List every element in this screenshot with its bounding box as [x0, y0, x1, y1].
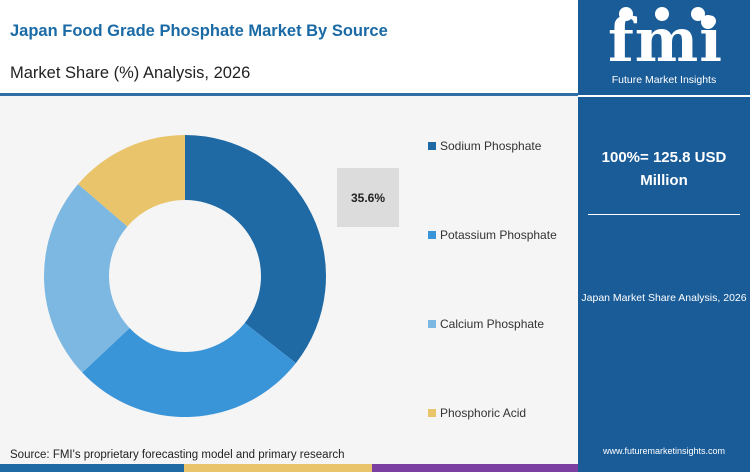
chart-header: Japan Food Grade Phosphate Market By Sou… — [0, 0, 578, 96]
slice-sodium-phosphate — [185, 135, 326, 364]
fmi-logo: fmi Future Market Insights — [578, 0, 750, 94]
slice-potassium-phosphate — [82, 322, 296, 417]
chart-panel: Japan Food Grade Phosphate Market By Sou… — [0, 0, 578, 472]
legend-item: Potassium Phosphate — [428, 228, 557, 242]
sidebar: fmi Future Market Insights 100%= 125.8 U… — [578, 0, 750, 472]
source-note: Source: FMI's proprietary forecasting mo… — [10, 449, 345, 461]
legend-swatch — [428, 142, 436, 150]
sidebar-note: Japan Market Share Analysis, 2026 — [581, 292, 747, 304]
logo-icons — [619, 7, 715, 29]
logo-dot-icon — [619, 7, 633, 21]
website-url: www.futuremarketinsights.com — [602, 446, 726, 456]
market-total: 100%= 125.8 USD Million — [601, 149, 727, 189]
donut-slices — [44, 135, 326, 417]
legend-item: Phosphoric Acid — [428, 406, 526, 420]
legend-swatch — [428, 231, 436, 239]
source-bar — [0, 440, 578, 464]
chart-title: Japan Food Grade Phosphate Market By Sou… — [10, 22, 388, 40]
footer-stripe-gold — [184, 464, 372, 472]
logo-dot-icon — [701, 15, 715, 29]
logo-tagline: Future Market Insights — [611, 74, 717, 86]
legend-label: Sodium Phosphate — [440, 139, 542, 153]
logo-dot-icon — [691, 7, 705, 21]
legend-label: Calcium Phosphate — [440, 317, 545, 331]
sidebar-divider — [578, 95, 750, 97]
slice-phosphoric-acid — [78, 135, 185, 227]
header-divider — [0, 93, 578, 96]
slice-calcium-phosphate — [44, 184, 130, 373]
footer-stripe-blue — [0, 464, 184, 472]
chart-subtitle: Market Share (%) Analysis, 2026 — [10, 64, 251, 82]
legend-item: Calcium Phosphate — [428, 317, 544, 331]
legend-label: Potassium Phosphate — [440, 228, 557, 242]
legend-swatch — [428, 409, 436, 417]
logo-wordmark: fmi — [608, 6, 724, 76]
data-label-sodium-phosphate: 35.6% — [337, 168, 399, 227]
legend-item: Sodium Phosphate — [428, 139, 541, 153]
sidebar-separator — [588, 214, 740, 215]
footer-stripe-purple — [372, 464, 578, 472]
donut-chart — [44, 135, 326, 417]
legend-swatch — [428, 320, 436, 328]
logo-dot-icon — [655, 7, 669, 21]
legend-label: Phosphoric Acid — [440, 406, 527, 420]
